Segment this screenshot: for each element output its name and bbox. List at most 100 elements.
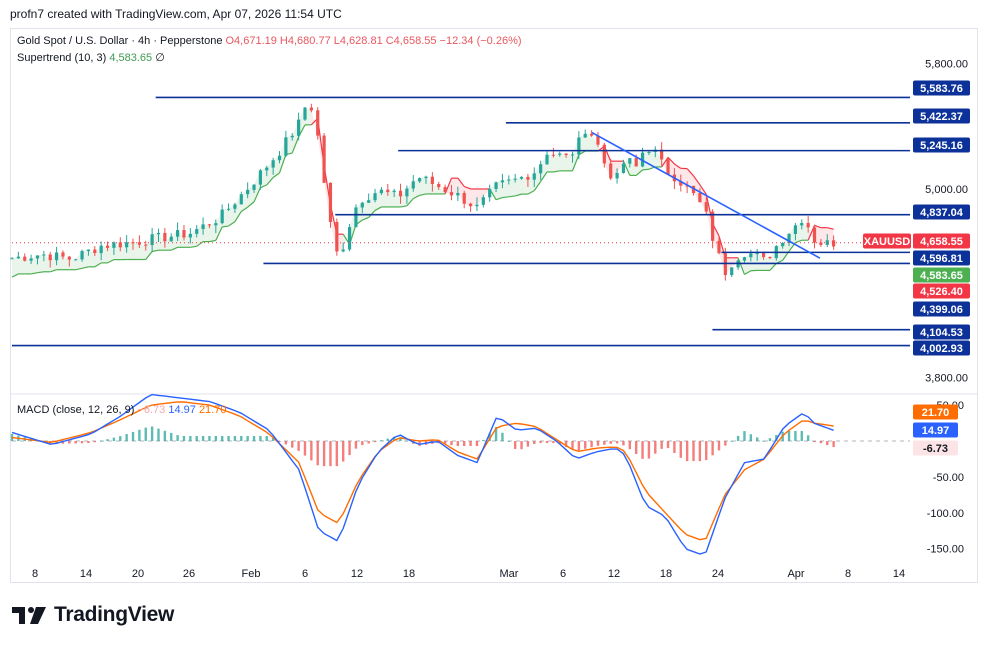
candle-body — [781, 242, 785, 247]
candle-body — [806, 222, 810, 228]
supertrend-fill — [731, 257, 739, 268]
price-tag-label: 4,399.06 — [920, 304, 963, 316]
candle-body — [749, 253, 753, 258]
price-tag-label: 5,583.76 — [920, 83, 963, 95]
candle-body — [545, 154, 549, 165]
candle-body — [265, 167, 269, 171]
legend-symbol[interactable]: Gold Spot / U.S. Dollar · 4h · Peppersto… — [17, 35, 522, 47]
price-tag-label: 4,837.04 — [920, 207, 964, 219]
macd-histogram-bar — [335, 441, 339, 467]
candle-body — [577, 137, 581, 155]
x-tick-label: 6 — [302, 568, 308, 580]
supertrend-fill — [585, 133, 592, 152]
supertrend-fill — [381, 189, 388, 207]
macd-histogram-bar — [558, 441, 561, 445]
legend-supertrend[interactable]: Supertrend (10, 3) 4,583.65 ∅ — [17, 51, 165, 64]
macd-histogram-bar — [418, 441, 421, 446]
candle-body — [233, 204, 237, 209]
macd-histogram-bar — [443, 441, 447, 445]
macd-histogram-bar — [806, 435, 810, 442]
y-tick-label: 5,800.00 — [925, 59, 968, 71]
x-tick-label: 24 — [712, 568, 724, 580]
macd-histogram-bar — [361, 441, 364, 446]
macd-histogram-bar — [609, 441, 612, 444]
y-tick-label: 3,800.00 — [925, 372, 968, 384]
candle-body — [303, 107, 307, 120]
candle-body — [519, 176, 524, 179]
supertrend-fill — [757, 253, 764, 271]
candle-body — [819, 242, 823, 245]
candle-body — [182, 230, 186, 238]
candle-body — [322, 135, 326, 183]
macd-histogram-bar — [61, 441, 65, 444]
price-tag-box — [913, 233, 970, 249]
macd-tag-box — [913, 422, 958, 438]
macd-tag-label: 21.70 — [922, 407, 950, 419]
macd-line — [11, 393, 834, 555]
candle-body — [430, 176, 434, 184]
supertrend-line — [502, 196, 509, 199]
supertrend-line — [209, 239, 216, 243]
candle-body — [328, 182, 333, 223]
macd-layer — [10, 393, 910, 555]
macd-histogram-bar — [507, 440, 510, 442]
candle-body — [176, 230, 180, 237]
supertrend-fill — [18, 256, 25, 274]
macd-histogram-bar — [494, 426, 498, 442]
candle-body — [475, 204, 479, 207]
supertrend-fill — [394, 190, 401, 207]
candle-body — [341, 249, 345, 252]
candle-body — [717, 240, 721, 254]
supertrend-fill — [209, 223, 216, 242]
macd-histogram-bar — [316, 441, 319, 466]
candle-body — [297, 119, 301, 136]
price-tag-label: 4,596.81 — [920, 253, 963, 265]
macd-histogram-bar — [692, 441, 695, 462]
supertrend-fill — [419, 176, 426, 196]
candle-body — [271, 160, 275, 168]
macd-histogram-bar — [342, 441, 345, 462]
macd-histogram-bar — [736, 435, 740, 442]
macd-histogram-bar — [252, 436, 256, 442]
candle-body — [634, 158, 638, 167]
macd-histogram-bar — [533, 441, 536, 445]
candle-body — [195, 229, 199, 234]
candle-body — [309, 107, 313, 111]
trendline — [591, 131, 821, 259]
supertrend-line — [457, 177, 465, 187]
candle-body — [226, 208, 231, 210]
candle-body — [793, 225, 798, 234]
macd-histogram-bar — [673, 441, 676, 453]
macd-histogram-bar — [87, 441, 90, 444]
candle-body — [284, 137, 288, 156]
macd-histogram-bar — [392, 437, 396, 442]
macd-histogram-bar — [201, 436, 205, 442]
macd-line-value: 14.97 — [168, 404, 196, 416]
candle-body — [29, 258, 33, 261]
candle-body — [500, 180, 505, 183]
macd-histogram-bar — [322, 441, 326, 467]
macd-histogram-bar — [265, 436, 268, 442]
supertrend-line — [170, 246, 178, 251]
candle-body — [768, 257, 772, 259]
tradingview-logo[interactable]: TradingView — [12, 603, 174, 627]
candle-body — [666, 159, 670, 175]
candle-body — [137, 242, 141, 245]
supertrend-fill — [591, 135, 598, 152]
supertrend-line — [362, 216, 369, 221]
price-tag-box — [913, 283, 970, 299]
macd-histogram-bar — [596, 441, 600, 446]
x-tick-label: 14 — [893, 568, 905, 580]
supertrend-line — [190, 245, 197, 248]
macd-histogram-bar — [405, 440, 409, 442]
macd-histogram-bar — [749, 434, 753, 442]
supertrend-line — [508, 195, 516, 198]
supertrend-fill — [228, 204, 235, 227]
macd-histogram-bar — [463, 441, 466, 447]
candle-body — [252, 184, 256, 190]
price-tag-box — [913, 250, 970, 266]
candle-body — [220, 209, 224, 224]
legend-macd[interactable]: MACD (close, 12, 26, 9) −6.73 14.97 21.7… — [17, 404, 226, 416]
macd-histogram-bar — [271, 437, 275, 442]
